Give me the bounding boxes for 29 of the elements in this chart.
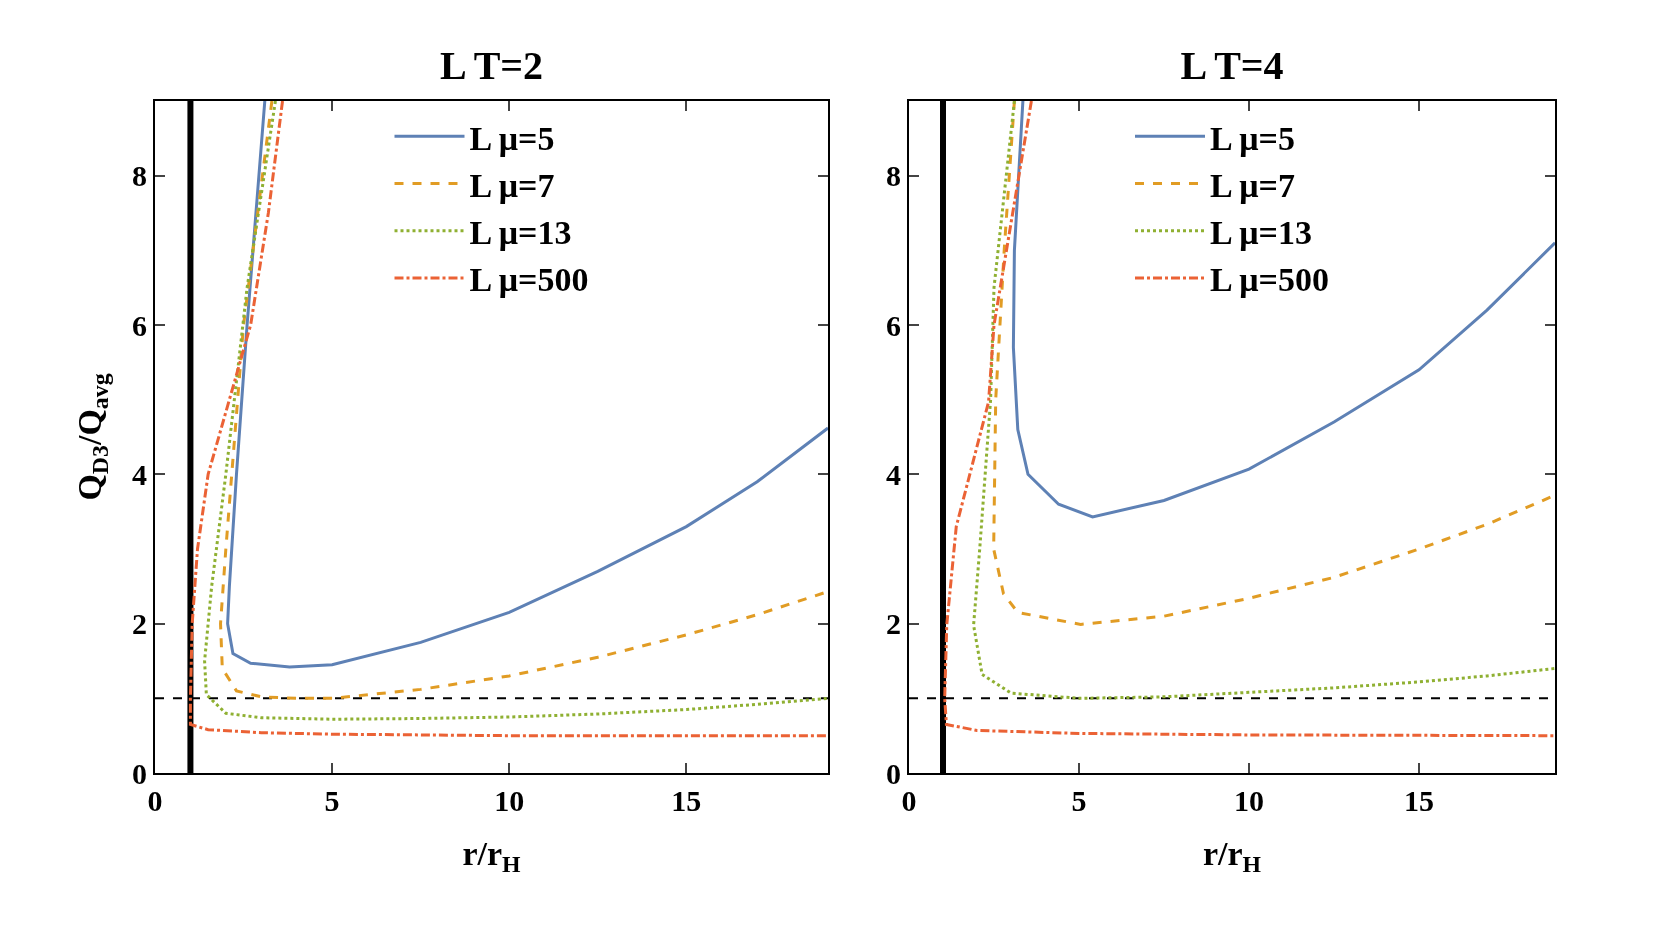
chart-title: L T=4	[1180, 42, 1284, 88]
x-tick-label: 10	[494, 784, 525, 817]
legend-label: L μ=7	[1210, 166, 1295, 204]
y-tick-label: 2	[886, 607, 901, 641]
y-tick-label: 8	[886, 159, 901, 193]
line-series	[1011, 101, 1555, 519]
x-tick-label: 10	[1234, 784, 1264, 817]
x-axis-title: r/r$_{H}$	[1202, 834, 1262, 877]
x-axis-title: r/r$_{H}$	[462, 834, 522, 877]
legend-label: L μ=13	[469, 213, 572, 251]
y-tick-label: 6	[886, 308, 901, 342]
x-tick-label: 15	[671, 784, 702, 817]
y-tick-label: 0	[886, 756, 901, 790]
legend-label: L μ=500	[1210, 261, 1329, 299]
x-tick-label: 5	[1071, 784, 1087, 817]
y-tick-label: 4	[132, 457, 147, 491]
y-tick-label: 8	[132, 159, 147, 193]
legend-label: L μ=13	[1210, 213, 1312, 251]
legend-label: L μ=5	[469, 119, 555, 157]
y-tick-label: 2	[132, 607, 147, 641]
chart-title: L T=2	[439, 42, 544, 88]
legend-label: L μ=7	[469, 166, 555, 204]
legend-label: L μ=5	[1210, 119, 1295, 157]
y-tick-label: 4	[886, 457, 901, 491]
y-tick-label: 0	[132, 756, 147, 790]
y-tick-label: 6	[132, 308, 147, 342]
legend-label: L μ=500	[469, 261, 589, 299]
x-tick-label: 5	[324, 784, 340, 817]
x-tick-label: 15	[1404, 784, 1434, 817]
